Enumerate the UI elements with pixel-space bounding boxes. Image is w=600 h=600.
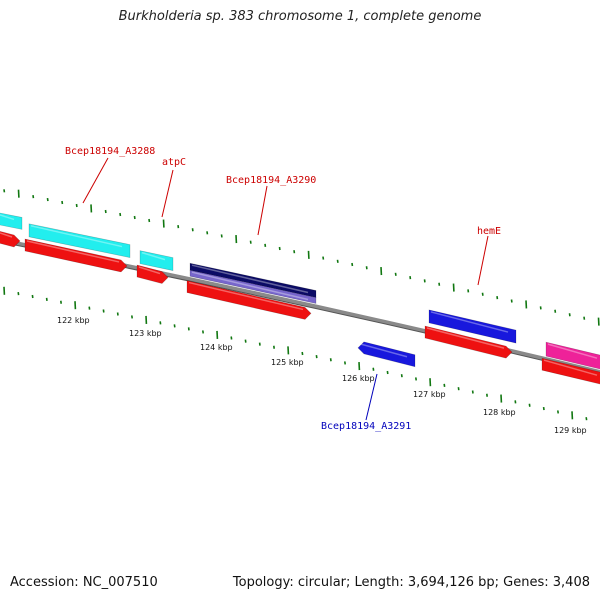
scale-label-123: 123 kbp: [129, 329, 162, 338]
feature-a3291-blue: [357, 341, 416, 368]
upper-tick-row: [3, 189, 600, 326]
map-title: Burkholderia sp. 383 chromosome 1, compl…: [118, 9, 482, 24]
scale-label-127: 127 kbp: [413, 390, 446, 399]
feature-cyan-left-highlight: [0, 214, 15, 221]
feature-a3288-red: [24, 238, 128, 273]
feature-a3290-red-highlight: [188, 281, 304, 311]
gene-label-atpc: atpC: [162, 157, 186, 168]
feature-a3290-red: [186, 280, 312, 320]
scale-label-128: 128 kbp: [483, 408, 516, 417]
feature-a3288-cyan: [28, 223, 131, 258]
feature-a3291-blue-highlight: [359, 343, 408, 358]
feature-a3290-lavender-highlight: [191, 271, 309, 301]
scale-label-129: 129 kbp: [554, 426, 587, 435]
feature-red-left-highlight: [0, 232, 13, 238]
feature-red-left: [0, 231, 21, 248]
scale-label-124: 124 kbp: [200, 343, 233, 352]
scale-label-125: 125 kbp: [271, 358, 304, 367]
feature-atpc-cyan-highlight: [141, 251, 166, 261]
feature-a3290-lavender: [189, 269, 317, 304]
scale-label-122: 122 kbp: [57, 316, 90, 325]
gene-label-a3291: Bcep18194_A3291: [321, 421, 411, 432]
feature-a3288-red-highlight: [26, 240, 120, 263]
feature-red-right-highlight: [543, 359, 598, 376]
gene-label-a3290: Bcep18194_A3290: [226, 175, 316, 186]
feature-magenta-right-highlight: [547, 343, 598, 359]
accession-text: Accession: NC_007510: [10, 575, 158, 590]
feature-red-right: [541, 357, 600, 385]
gene-label-heme: hemE: [477, 226, 501, 237]
feature-a3288-cyan-highlight: [30, 225, 123, 248]
leader-a3291: [365, 373, 378, 421]
genome-summary-text: Topology: circular; Length: 3,694,126 bp…: [232, 575, 590, 590]
feature-heme-blue-highlight: [430, 311, 509, 333]
feature-magenta-right: [545, 341, 600, 370]
leader-a3288: [82, 157, 109, 204]
gene-label-a3288: Bcep18194_A3288: [65, 146, 155, 157]
feature-heme-red: [424, 325, 513, 359]
leader-a3290: [257, 185, 268, 236]
leader-heme: [477, 235, 489, 286]
feature-atpc-red: [136, 264, 169, 284]
feature-a3290-navy-highlight: [191, 264, 309, 294]
feature-atpc-cyan: [139, 250, 174, 271]
feature-atpc-red-highlight: [138, 266, 161, 275]
feature-heme-red-highlight: [426, 327, 505, 349]
feature-track: [0, 212, 600, 385]
label-leaders: [82, 157, 489, 421]
leader-atpc: [161, 169, 174, 218]
lower-tick-row: [3, 286, 588, 421]
feature-heme-blue: [428, 309, 517, 344]
feature-cyan-left: [0, 212, 23, 230]
scale-label-126: 126 kbp: [342, 374, 375, 383]
